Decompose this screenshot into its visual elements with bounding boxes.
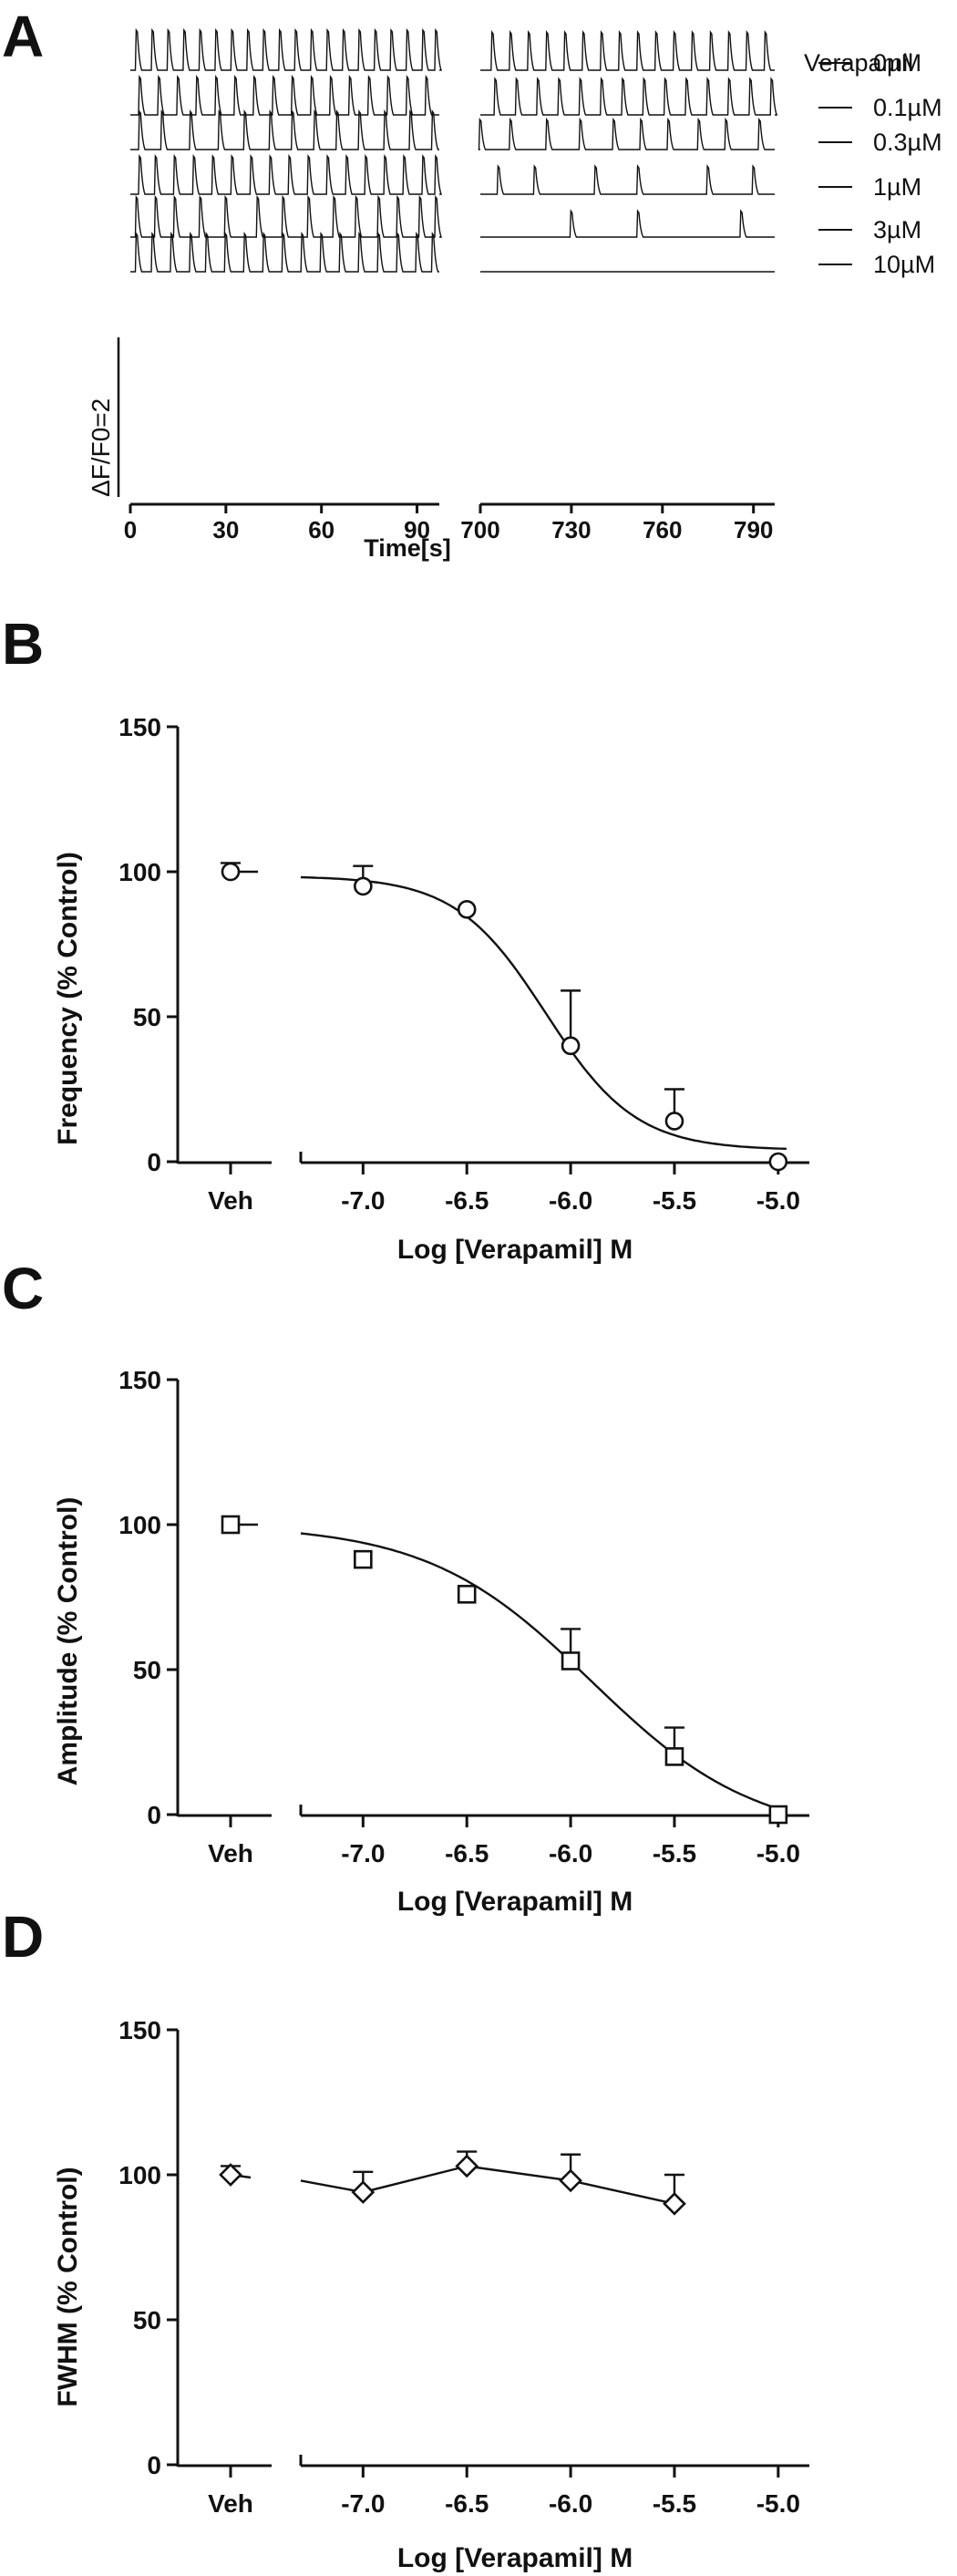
data-point xyxy=(221,1515,241,1535)
x-tick-label: -7.0 xyxy=(341,2489,385,2518)
trace-right xyxy=(480,164,775,195)
x-axis-label: Log [Verapamil] M xyxy=(397,2543,633,2573)
x-tick-label: -6.0 xyxy=(549,2489,592,2518)
x-tick-label: -5.0 xyxy=(756,1186,800,1215)
trace-group xyxy=(130,27,778,273)
trace-left xyxy=(130,109,439,150)
trace-left xyxy=(130,232,439,273)
time-tick-label: 730 xyxy=(551,516,591,543)
data-point xyxy=(455,2154,479,2178)
x-tick-label: -6.0 xyxy=(549,1186,592,1215)
data-point xyxy=(559,2168,582,2193)
panel-letter-a: A xyxy=(2,4,44,69)
panel-b: B 0 50 100 150 Veh -7.0 -6.5 -6.0 -5.5 -5.0 Frequ… xyxy=(2,611,809,1265)
time-tick-label: 0 xyxy=(124,516,137,543)
trace-right xyxy=(480,209,775,238)
panel-letter-b: B xyxy=(2,611,44,677)
x-tick-label-veh: Veh xyxy=(208,1839,253,1867)
x-tick-label: -5.0 xyxy=(756,1839,800,1867)
time-tick-label: 790 xyxy=(734,516,773,543)
trace-left xyxy=(130,154,442,195)
data-point xyxy=(351,2180,376,2204)
x-tick-label: -7.0 xyxy=(341,1839,385,1867)
x-axis-label: Log [Verapamil] M xyxy=(397,1887,633,1917)
y-tick-label: 100 xyxy=(118,858,161,886)
x-tick-label-veh: Veh xyxy=(208,2489,253,2518)
x-axis-label: Log [Verapamil] M xyxy=(397,1235,633,1265)
y-tick-label: 150 xyxy=(118,2016,161,2044)
y-tick-label: 0 xyxy=(147,1801,161,1829)
data-point xyxy=(768,1152,788,1172)
y-tick-label: 100 xyxy=(118,1511,161,1539)
trace-left xyxy=(130,27,442,71)
y-tick-label: 50 xyxy=(133,1003,161,1031)
scale-bar-label: ΔF/F0=2 xyxy=(87,398,115,497)
fit-curve xyxy=(300,1532,787,1813)
panel-d: D 0 50 100 150 Veh -7.0 -6.5 -6.0 -5.5 -5.0 FWHM … xyxy=(2,1904,809,2573)
data-point xyxy=(664,1747,684,1766)
time-axis-label: Time[s] xyxy=(364,534,451,562)
legend-label: 1µM xyxy=(873,173,921,201)
time-ticks: 0 30 60 90 700 730 760 790 xyxy=(124,504,773,543)
data-point xyxy=(354,876,373,896)
y-tick-label: 150 xyxy=(118,713,161,741)
y-tick-label: 100 xyxy=(118,2161,161,2189)
x-tick-label-veh: Veh xyxy=(208,1186,253,1215)
x-tick-label: -5.5 xyxy=(653,2489,696,2518)
y-axis-label: Frequency (% Control) xyxy=(53,852,83,1145)
data-point xyxy=(561,1036,581,1056)
y-tick-label: 0 xyxy=(147,1148,161,1176)
x-tick-label: -5.5 xyxy=(653,1186,696,1215)
panel-letter-d: D xyxy=(2,1904,44,1970)
y-axis-label: Amplitude (% Control) xyxy=(53,1497,83,1786)
time-tick-label: 90 xyxy=(404,516,430,543)
y-tick-label: 50 xyxy=(133,1656,161,1684)
trace-left xyxy=(130,75,439,116)
data-point xyxy=(221,862,241,882)
trace-right xyxy=(480,77,778,116)
panel-c: C 0 50 100 150 Veh -7.0 -6.5 -6.0 -5.5 -5.0 Ampli… xyxy=(2,1256,809,1917)
legend-group: 0µM 0.1µM 0.3µM 1µM 3µM 10µM xyxy=(818,49,942,278)
legend-label: 0.1µM xyxy=(873,94,942,121)
legend-label: 0.3µM xyxy=(873,129,942,156)
data-point xyxy=(457,1585,477,1604)
x-tick-label: -6.5 xyxy=(445,2489,489,2518)
data-point xyxy=(561,1651,581,1671)
x-tick-label: -6.5 xyxy=(445,1839,489,1867)
legend-label: 10µM xyxy=(873,251,935,278)
x-tick-label: -6.0 xyxy=(549,1839,592,1867)
amplitude-plot: 0 50 100 150 Veh -7.0 -6.5 -6.0 -5.5 -5.0 xyxy=(118,1366,809,1867)
y-tick-label: 50 xyxy=(133,2306,161,2334)
fwhm-plot: 0 50 100 150 Veh -7.0 -6.5 -6.0 -5.5 -5.0 xyxy=(118,2016,809,2518)
x-tick-label: -7.0 xyxy=(341,1186,385,1215)
data-point xyxy=(354,1549,373,1569)
trace-right xyxy=(478,117,775,150)
y-axis-label: FWHM (% Control) xyxy=(53,2167,83,2406)
legend-label: 3µM xyxy=(873,216,921,243)
frequency-plot: 0 50 100 150 Veh -7.0 -6.5 -6.0 -5.5 -5.0 xyxy=(118,713,809,1215)
data-point xyxy=(664,1112,684,1131)
trace-left xyxy=(130,194,442,238)
data-point xyxy=(457,900,477,919)
fit-curve xyxy=(300,875,787,1150)
data-point xyxy=(768,1805,788,1825)
y-tick-label: 150 xyxy=(118,1366,161,1394)
panel-letter-c: C xyxy=(2,1256,44,1321)
time-tick-label: 760 xyxy=(643,516,682,543)
trace-right xyxy=(480,30,775,71)
x-tick-label: -5.0 xyxy=(756,2489,800,2518)
time-tick-label: 700 xyxy=(460,516,499,543)
time-tick-label: 30 xyxy=(212,516,239,543)
legend-label: 0µM xyxy=(873,49,921,77)
data-point xyxy=(219,2163,242,2187)
x-tick-label: -5.5 xyxy=(653,1839,696,1867)
x-tick-label: -6.5 xyxy=(445,1186,489,1215)
time-tick-label: 60 xyxy=(308,516,334,543)
data-point xyxy=(663,2191,686,2216)
y-tick-label: 0 xyxy=(147,2451,161,2479)
